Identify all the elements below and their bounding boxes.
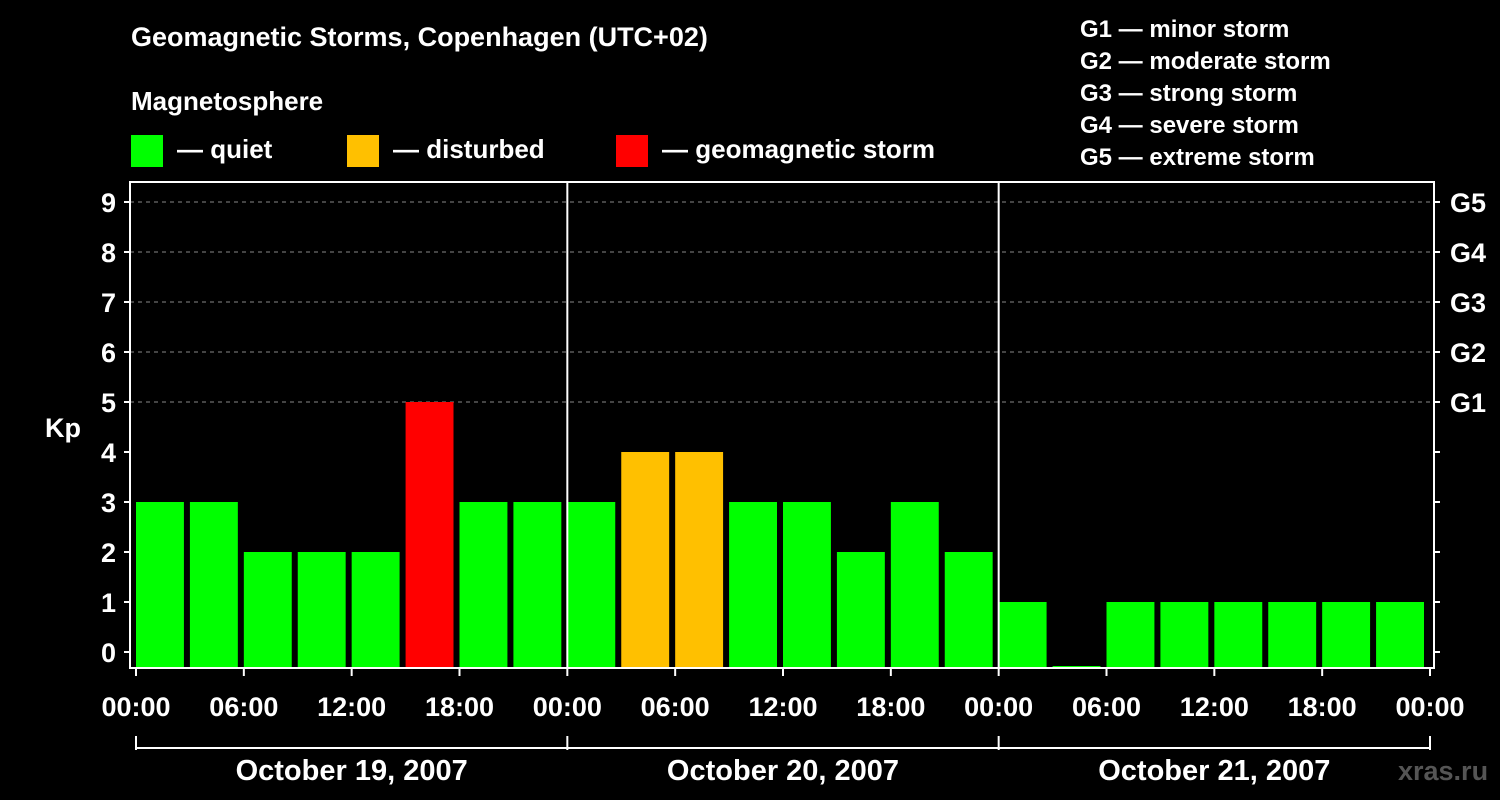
kp-bar-12 xyxy=(783,502,831,668)
y-tick-label: 1 xyxy=(101,588,116,618)
x-tick-label: 00:00 xyxy=(1395,692,1464,722)
kp-bar-6 xyxy=(459,502,508,668)
y-tick-label: 5 xyxy=(101,388,116,418)
y-axis-label: Kp xyxy=(45,413,81,443)
kp-bar-0 xyxy=(136,502,184,668)
kp-bar-2 xyxy=(243,552,292,668)
g-scale-g3: G3 — strong storm xyxy=(1080,80,1298,107)
x-tick-label: 12:00 xyxy=(317,692,386,722)
legend-swatch-disturbed xyxy=(347,135,379,167)
y-tick-label: 8 xyxy=(101,238,116,268)
x-tick-label: 00:00 xyxy=(101,692,170,722)
day-label: October 21, 2007 xyxy=(1098,755,1330,787)
kp-bar-16 xyxy=(998,602,1047,668)
kp-bar-5 xyxy=(405,402,454,668)
legend-label-storm: — geomagnetic storm xyxy=(662,134,936,164)
g-scale-g2: G2 — moderate storm xyxy=(1080,48,1331,75)
legend-title: Magnetosphere xyxy=(131,86,324,116)
x-tick-label: 00:00 xyxy=(533,692,602,722)
kp-bar-22 xyxy=(1322,602,1371,668)
kp-bar-9 xyxy=(621,452,670,668)
axis-layer: 0 1 2 3 4 5 6 7 8 9 G1 G2 G3 G4 G5 00:00 06:00 12:00 18:00… xyxy=(101,181,1486,787)
grid-layer xyxy=(130,201,1434,403)
kp-bar-19 xyxy=(1160,602,1209,668)
kp-bar-11 xyxy=(729,502,777,668)
legend-swatch-storm xyxy=(616,135,648,167)
y-tick-label: 4 xyxy=(101,438,116,468)
g-scale-g5: G5 — extreme storm xyxy=(1080,144,1315,171)
y-tick-label: 6 xyxy=(101,338,116,368)
kp-bar-4 xyxy=(351,552,400,668)
watermark: xras.ru xyxy=(1398,756,1489,786)
day-label: October 20, 2007 xyxy=(667,755,899,787)
kp-bar-14 xyxy=(890,502,939,668)
y-tick-label: 0 xyxy=(101,638,116,668)
kp-bar-18 xyxy=(1106,602,1155,668)
y-tick-label: 2 xyxy=(101,538,116,568)
kp-bar-10 xyxy=(675,452,724,668)
kp-bar-1 xyxy=(189,502,238,668)
y-tick-label: 9 xyxy=(101,188,116,218)
y-tick-label: 7 xyxy=(101,288,116,318)
g-scale-tick-label: G2 xyxy=(1450,338,1486,368)
g-scale-tick-label: G4 xyxy=(1450,238,1486,268)
legend-swatch-quiet xyxy=(131,135,163,167)
x-tick-label: 12:00 xyxy=(1180,692,1249,722)
kp-bar-7 xyxy=(513,502,562,668)
kp-bar-20 xyxy=(1214,602,1263,668)
x-tick-label: 12:00 xyxy=(748,692,817,722)
x-tick-label: 00:00 xyxy=(964,692,1033,722)
x-tick-label: 18:00 xyxy=(1288,692,1357,722)
g-scale-tick-label: G1 xyxy=(1450,388,1486,418)
chart-title: Geomagnetic Storms, Copenhagen (UTC+02) xyxy=(131,22,708,52)
kp-bar-8 xyxy=(567,502,616,668)
x-tick-label: 06:00 xyxy=(641,692,710,722)
kp-bar-23 xyxy=(1376,602,1424,668)
legend-label-quiet: — quiet xyxy=(177,134,273,164)
kp-bar-13 xyxy=(836,552,885,668)
bar-layer xyxy=(136,402,1424,668)
g-scale-tick-label: G3 xyxy=(1450,288,1486,318)
kp-bar-3 xyxy=(297,552,346,668)
g-scale-g4: G4 — severe storm xyxy=(1080,112,1299,139)
x-tick-label: 06:00 xyxy=(1072,692,1141,722)
kp-bar-21 xyxy=(1268,602,1317,668)
x-tick-label: 18:00 xyxy=(856,692,925,722)
legend-label-disturbed: — disturbed xyxy=(393,134,545,164)
x-tick-label: 06:00 xyxy=(209,692,278,722)
x-tick-label: 18:00 xyxy=(425,692,494,722)
day-label: October 19, 2007 xyxy=(236,755,468,787)
g-scale-tick-label: G5 xyxy=(1450,188,1486,218)
kp-bar-15 xyxy=(944,552,993,668)
y-tick-label: 3 xyxy=(101,488,116,518)
g-scale-g1: G1 — minor storm xyxy=(1080,16,1290,43)
